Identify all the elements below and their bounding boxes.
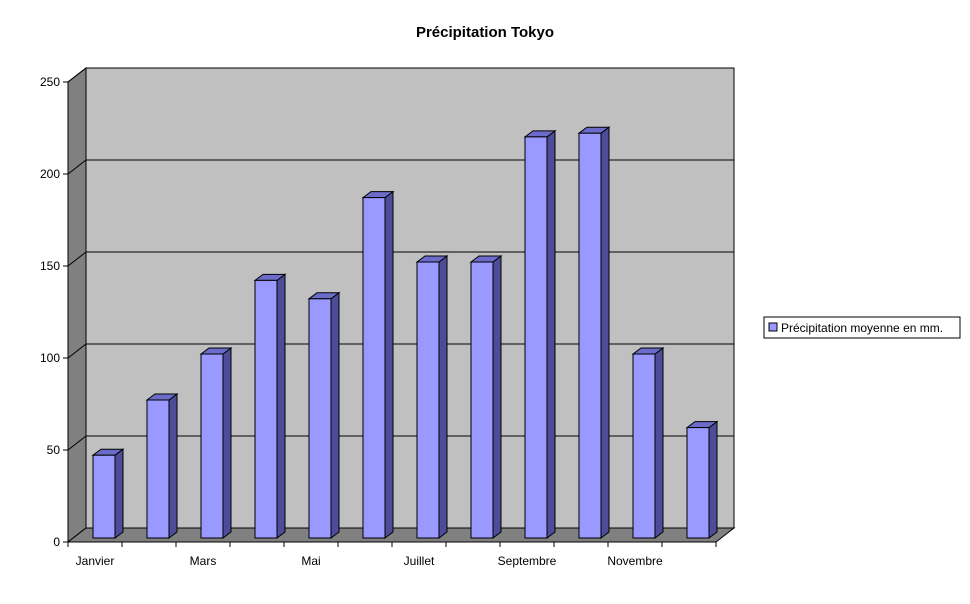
y-tick-label: 50 <box>47 443 61 457</box>
y-tick-label: 0 <box>53 535 60 549</box>
x-tick-label: Mars <box>190 554 217 568</box>
bar <box>523 129 557 539</box>
gridline <box>67 251 734 267</box>
gridlines <box>67 67 734 451</box>
bar-front <box>200 353 224 539</box>
bar-front <box>524 136 548 539</box>
bars <box>91 126 719 539</box>
bar-front <box>470 261 494 539</box>
y-tick-label: 150 <box>40 259 60 273</box>
bar-front <box>416 261 440 539</box>
bar-front <box>578 132 602 539</box>
bar-side <box>708 420 718 539</box>
x-tick-label: Septembre <box>498 554 557 568</box>
bar <box>91 448 125 539</box>
legend-box <box>763 316 961 339</box>
bar-front <box>686 427 710 539</box>
x-axis-ticks: Janvier Mars Mai Juillet Septembre Novembre <box>67 542 717 568</box>
y-axis-ticks: 0 50 100 150 200 250 <box>40 75 68 549</box>
y-tick-label: 250 <box>40 75 60 89</box>
x-tick-label: Janvier <box>76 554 115 568</box>
plot-walls <box>66 66 736 544</box>
bar <box>685 420 719 539</box>
bar <box>631 347 665 539</box>
bar-side <box>654 347 664 539</box>
y-tick-label: 100 <box>40 351 60 365</box>
x-tick-label: Novembre <box>607 554 663 568</box>
bar-side <box>438 255 448 539</box>
legend-swatch <box>768 322 778 332</box>
bar <box>253 273 287 539</box>
bar-front <box>92 454 116 539</box>
x-tick-label: Mai <box>301 554 320 568</box>
bar <box>415 255 449 539</box>
legend-label: Précipitation moyenne en mm. <box>781 321 943 335</box>
bar-side <box>330 291 340 539</box>
bar-side <box>114 448 124 539</box>
left-wall <box>67 66 87 544</box>
bar-side <box>168 393 178 539</box>
bar <box>577 126 611 539</box>
bar <box>145 393 179 539</box>
gridline <box>67 343 734 359</box>
legend: Précipitation moyenne en mm. <box>763 316 961 339</box>
gridline <box>67 159 734 175</box>
x-tick-label: Juillet <box>404 554 435 568</box>
bar-front <box>254 279 278 539</box>
bar-front <box>308 298 332 539</box>
gridline <box>67 435 734 451</box>
y-tick-label: 200 <box>40 167 60 181</box>
bar-side <box>600 126 610 539</box>
bar-front <box>362 197 386 539</box>
bar-side <box>384 190 394 539</box>
bar-side <box>492 255 502 539</box>
bar <box>469 255 503 539</box>
bar-front <box>632 353 656 539</box>
chart-title: Précipitation Tokyo <box>416 24 554 41</box>
bar <box>361 190 395 539</box>
bar <box>199 347 233 539</box>
bar-side <box>222 347 232 539</box>
bar <box>307 291 341 539</box>
bar-side <box>546 129 556 539</box>
gridline <box>67 67 734 83</box>
bar-front <box>146 399 170 539</box>
bar-side <box>276 273 286 539</box>
